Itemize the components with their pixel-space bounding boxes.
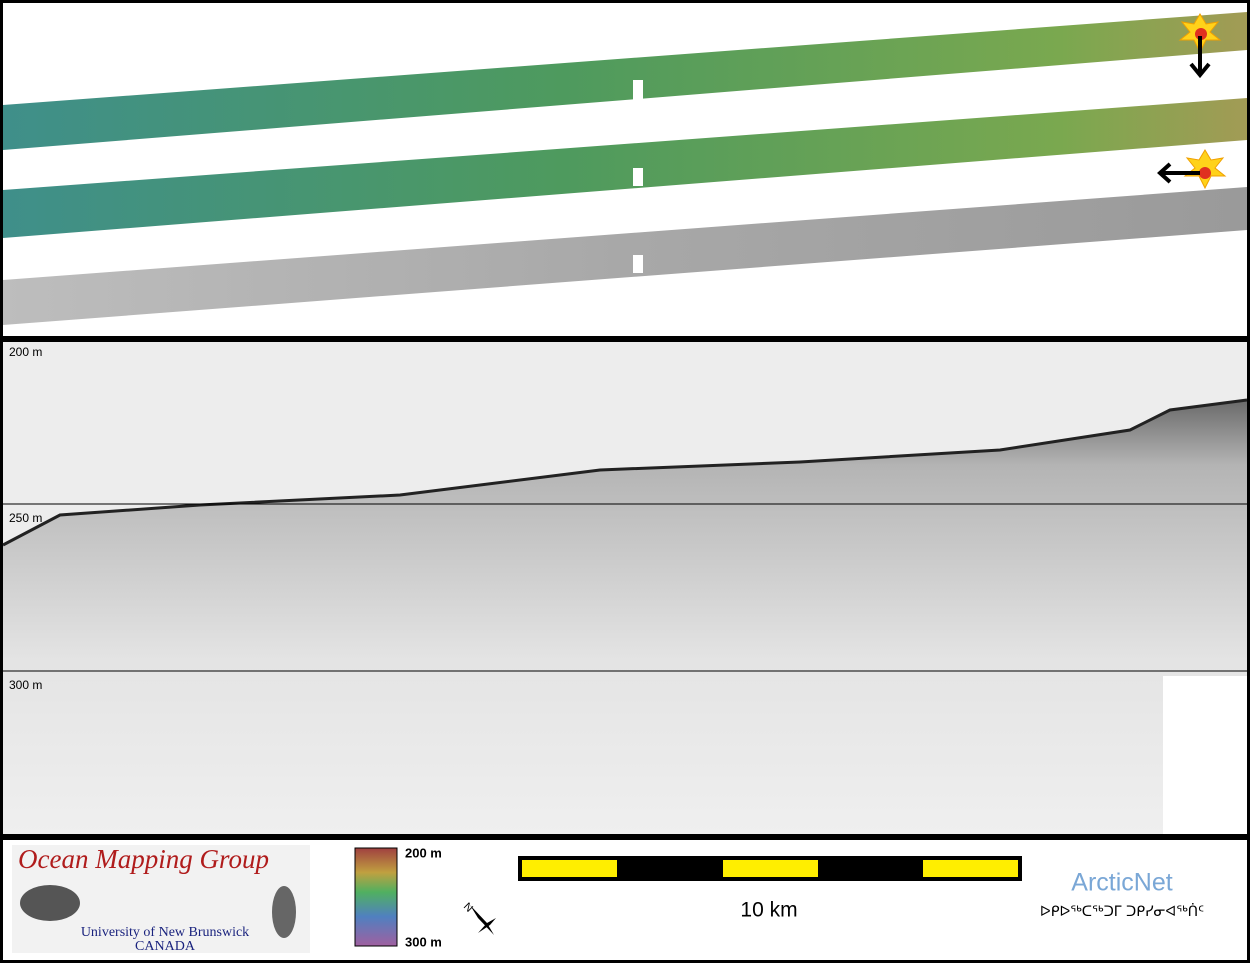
scale-bar — [518, 856, 1022, 881]
partner-subtitle: ᐅᑭᐅᖅᑕᖅᑐᒥ ᑐᑭᓯᓂᐊᖅᑏᑦ — [1040, 903, 1204, 920]
sidescan-swath — [3, 187, 1247, 325]
gap — [633, 168, 643, 186]
logo-title: Ocean Mapping Group — [18, 844, 269, 874]
depth-label: 250 m — [9, 511, 42, 525]
colorbar-label: 200 m — [405, 845, 442, 860]
logo-shape — [20, 885, 80, 921]
depth-label: 200 m — [9, 345, 42, 359]
colorbar-label: 300 m — [405, 934, 442, 949]
start-marker — [1178, 13, 1222, 79]
sub-bottom — [3, 400, 1247, 834]
bathymetry-swath — [3, 98, 1247, 238]
seafloor — [2, 398, 1248, 547]
gap — [633, 80, 643, 100]
logo-country: CANADA — [135, 939, 196, 954]
partner-name: ArcticNet — [1071, 869, 1172, 897]
end-marker — [1157, 149, 1227, 190]
logo-university: University of New Brunswick — [81, 925, 249, 940]
depth-label: 300 m — [9, 678, 42, 692]
blank — [1163, 676, 1247, 834]
logo-shape — [272, 886, 296, 938]
bathymetry-swath — [3, 12, 1247, 150]
scale-label: 10 km — [740, 899, 797, 922]
gap — [633, 255, 643, 273]
colorbar — [354, 847, 398, 947]
